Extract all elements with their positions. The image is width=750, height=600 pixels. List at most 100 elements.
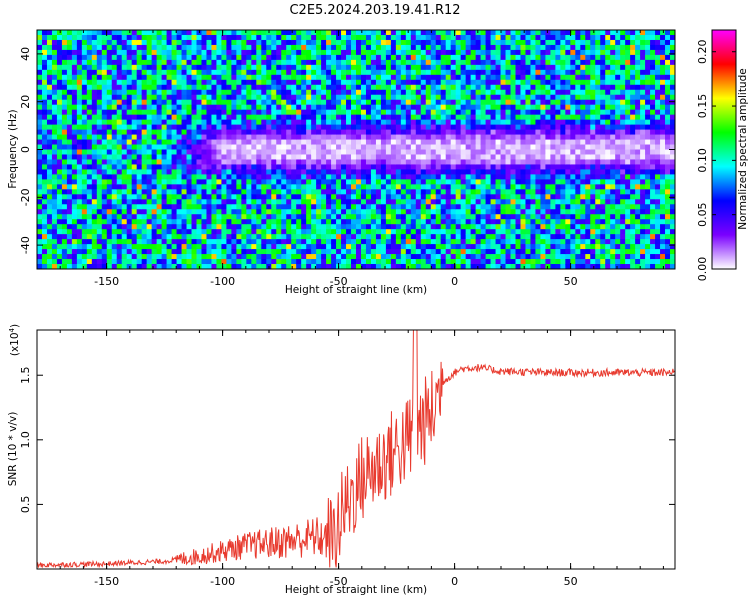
heatmap-cell: [156, 94, 163, 101]
heatmap-cell: [370, 264, 377, 269]
heatmap-cell: [146, 39, 153, 46]
heatmap-cell: [425, 194, 432, 200]
heatmap-cell: [116, 69, 123, 76]
heatmap-cell: [226, 199, 232, 205]
heatmap-cell: [56, 94, 63, 101]
heatmap-cell: [535, 34, 542, 41]
heatmap-cell: [86, 184, 93, 190]
heatmap-cell: [435, 114, 442, 121]
heatmap-cell: [530, 39, 537, 46]
heatmap-cell: [505, 99, 512, 106]
heatmap-cell: [356, 59, 362, 66]
heatmap-cell: [281, 49, 287, 56]
heatmap-cell: [86, 124, 93, 131]
heatmap-cell: [390, 74, 397, 81]
heatmap-cell: [66, 194, 73, 200]
heatmap-cell: [500, 129, 507, 136]
heatmap-cell: [206, 139, 213, 146]
heatmap-cell: [470, 39, 477, 46]
heatmap-cell: [405, 259, 412, 265]
heatmap-cell: [121, 214, 128, 220]
heatmap-cell: [465, 154, 472, 161]
heatmap-cell: [116, 30, 123, 36]
heatmap-cell: [495, 239, 502, 245]
heatmap-cell: [475, 239, 482, 245]
heatmap-cell: [281, 234, 287, 240]
heatmap-cell: [505, 249, 512, 255]
heatmap-cell: [101, 49, 108, 56]
heatmap-cell: [296, 204, 302, 210]
heatmap-cell: [86, 79, 93, 86]
heatmap-cell: [490, 104, 497, 111]
heatmap-cell: [96, 144, 103, 151]
heatmap-cell: [56, 99, 63, 106]
heatmap-cell: [151, 44, 158, 51]
heatmap-cell: [37, 214, 43, 220]
heatmap-cell: [420, 30, 427, 36]
heatmap-cell: [271, 264, 277, 269]
heatmap-cell: [121, 199, 128, 205]
heatmap-cell: [475, 89, 482, 96]
heatmap-cell: [171, 239, 178, 245]
heatmap-cell: [500, 99, 507, 106]
heatmap-cell: [415, 174, 422, 180]
heatmap-cell: [490, 199, 497, 205]
heatmap-cell: [465, 49, 472, 56]
heatmap-cell: [86, 234, 93, 240]
heatmap-cell: [530, 129, 537, 136]
heatmap-cell: [395, 114, 402, 121]
heatmap-cell: [415, 39, 422, 46]
heatmap-cell: [86, 259, 93, 265]
heatmap-cell: [131, 254, 138, 260]
heatmap-cell: [455, 194, 462, 200]
heatmap-cell: [505, 39, 512, 46]
heatmap-cell: [191, 114, 198, 121]
heatmap-cell: [375, 94, 382, 101]
heatmap-cell: [475, 144, 482, 151]
heatmap-cell: [41, 124, 48, 131]
heatmap-cell: [410, 84, 417, 91]
heatmap-cell: [430, 244, 437, 250]
heatmap-cell: [321, 204, 327, 210]
heatmap-cell: [131, 179, 138, 185]
heatmap-cell: [380, 139, 387, 146]
heatmap-cell: [460, 109, 467, 116]
heatmap-cell: [116, 209, 123, 215]
heatmap-cell: [460, 59, 467, 66]
heatmap-cell: [251, 69, 257, 76]
heatmap-cell: [520, 159, 527, 166]
heatmap-cell: [221, 124, 227, 131]
heatmap-cell: [86, 199, 93, 205]
heatmap-cell: [166, 54, 173, 61]
heatmap-cell: [206, 99, 213, 106]
heatmap-cell: [261, 54, 267, 61]
heatmap-cell: [206, 254, 213, 260]
heatmap-cell: [425, 169, 432, 175]
heatmap-cell: [405, 234, 412, 240]
heatmap-cell: [341, 174, 347, 180]
heatmap-cell: [221, 254, 227, 260]
heatmap-cell: [351, 124, 357, 131]
heatmap-cell: [420, 229, 427, 235]
heatmap-cell: [365, 144, 372, 151]
heatmap-cell: [286, 144, 292, 151]
heatmap-cell: [91, 214, 98, 220]
heatmap-cell: [161, 259, 168, 265]
heatmap-cell: [351, 84, 357, 91]
heatmap-cell: [420, 39, 427, 46]
heatmap-cell: [326, 254, 332, 260]
heatmap-cell: [435, 179, 442, 185]
heatmap-cell: [111, 54, 118, 61]
heatmap-cell: [505, 104, 512, 111]
heatmap-cell: [385, 124, 392, 131]
heatmap-cell: [420, 134, 427, 141]
heatmap-cell: [211, 244, 218, 250]
heatmap-cell: [460, 219, 467, 225]
heatmap-cell: [86, 84, 93, 91]
heatmap-cell: [405, 239, 412, 245]
heatmap-cell: [400, 249, 407, 255]
heatmap-cell: [356, 249, 362, 255]
heatmap-cell: [445, 254, 452, 260]
heatmap-cell: [400, 199, 407, 205]
heatmap-cell: [430, 54, 437, 61]
